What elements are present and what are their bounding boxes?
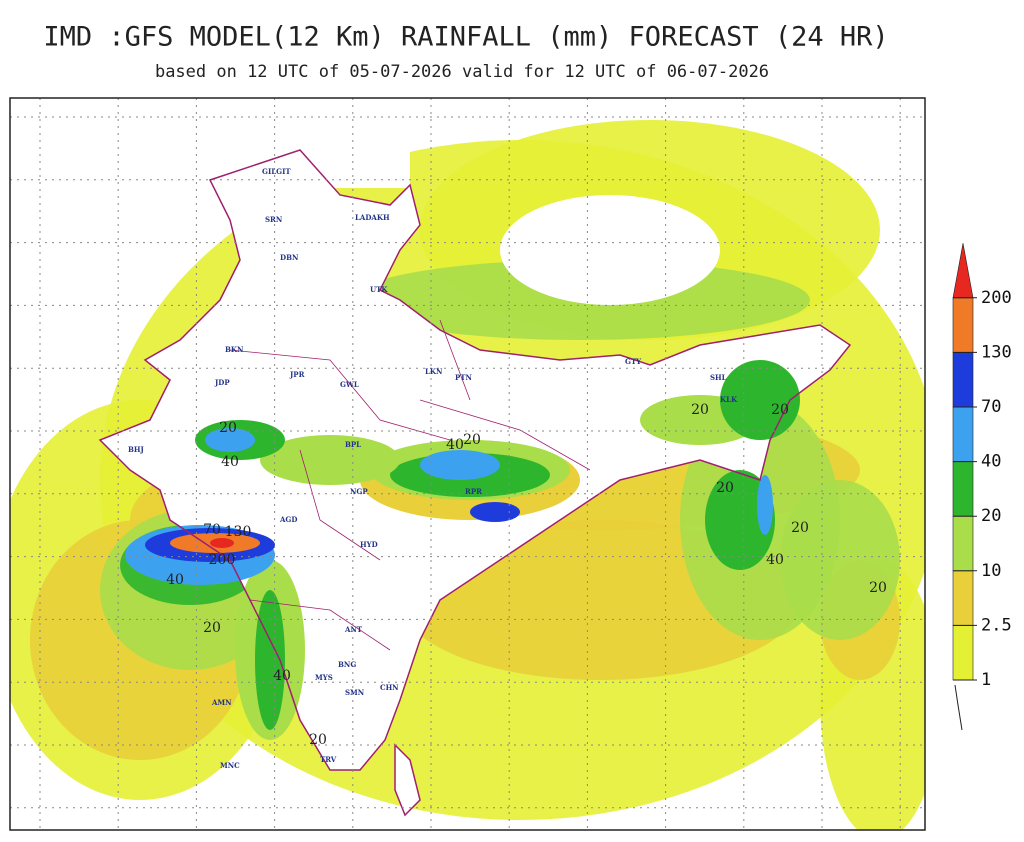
colorbar-band	[952, 515, 974, 572]
contour-label: 70	[203, 522, 221, 538]
colorbar-band	[952, 461, 974, 517]
colorbar-label: 2.5	[981, 615, 1012, 635]
colorbar-band	[952, 352, 974, 408]
contour-label: 20	[716, 480, 734, 496]
station-label: BNG	[338, 660, 356, 669]
contour-label: 40	[166, 572, 184, 588]
contour-label: 20	[219, 420, 237, 436]
dry-area	[500, 195, 720, 305]
dry-area	[10, 98, 410, 188]
station-label: JDP	[214, 378, 230, 387]
contour-label: 40	[766, 552, 784, 568]
station-label: AMN	[211, 698, 232, 707]
colorbar-tail	[954, 684, 963, 731]
station-label: UTK	[370, 285, 388, 294]
station-label: BKN	[225, 345, 244, 354]
colorbar-band	[952, 406, 974, 462]
contour-label: 200	[209, 552, 236, 568]
contour-label: 40	[446, 437, 464, 453]
colorbar-extension	[952, 243, 974, 299]
station-label: TRV	[320, 755, 337, 764]
station-label: BHJ	[128, 445, 145, 454]
colorbar-label: 200	[981, 288, 1012, 308]
station-label: GWL	[340, 380, 359, 389]
contour-label: 20	[203, 620, 221, 636]
contour-label: 40	[221, 454, 239, 470]
rain-area	[470, 502, 520, 522]
map-frame	[9, 97, 926, 831]
rain-area	[260, 435, 400, 485]
state-borders	[229, 319, 591, 651]
contour-label: 20	[691, 402, 709, 418]
colorbar-label: 40	[981, 452, 1001, 472]
rain-area	[757, 475, 773, 535]
station-label: MNC	[220, 761, 240, 770]
station-label: LKN	[425, 367, 443, 376]
contour-label: 20	[869, 580, 887, 596]
contour-label: 20	[463, 432, 481, 448]
station-label: PTN	[455, 373, 472, 382]
station-label: RPR	[465, 487, 482, 496]
colorbar-band	[952, 570, 974, 626]
contour-label: 130	[225, 524, 252, 540]
station-label: JPR	[289, 370, 305, 379]
contour-label: 20	[771, 402, 789, 418]
country-border	[98, 149, 852, 771]
title: IMD :GFS MODEL(12 Km) RAINFALL (mm) FORE…	[43, 22, 888, 53]
station-label: BPL	[345, 440, 361, 449]
colorbar-label: 70	[981, 397, 1001, 417]
station-label: ANT	[344, 625, 363, 634]
station-label: GTY	[625, 357, 642, 366]
colorbar-label: 20	[981, 506, 1001, 526]
sri-lanka	[394, 743, 421, 817]
colorbar-label: 10	[981, 561, 1001, 581]
rain-area	[205, 428, 255, 452]
colorbar-band	[952, 297, 974, 353]
map-area: GILGIT SRN LADAKH DBN UTK BKN JDP JPR GWL LKN PTN G…	[10, 98, 925, 830]
station-label: NGP	[350, 487, 368, 496]
station-label: SMN	[345, 688, 365, 697]
subtitle: based on 12 UTC of 05-07-2026 valid for …	[155, 62, 769, 82]
station-label: MYS	[315, 673, 333, 682]
colorbar-label: 1	[981, 670, 991, 690]
contour-label: 40	[273, 668, 291, 684]
rain-area	[780, 480, 900, 640]
station-label: SRN	[265, 215, 283, 224]
rain-area	[420, 450, 500, 480]
station-label: LADAKH	[355, 213, 390, 222]
rain-area	[210, 538, 234, 548]
station-label: SHL	[710, 373, 727, 382]
contour-label: 20	[791, 520, 809, 536]
station-label: KLK	[720, 395, 738, 404]
station-label: CHN	[380, 683, 399, 692]
colorbar-label: 130	[981, 342, 1012, 362]
colorbar: 1 2.5 10 20 40 70 130 200	[952, 243, 1012, 690]
colorbar-band	[952, 625, 974, 681]
station-label: HYD	[360, 540, 378, 549]
station-label: GILGIT	[262, 167, 291, 176]
station-label: AGD	[279, 515, 297, 524]
station-label: DBN	[280, 253, 299, 262]
contour-label: 20	[309, 732, 327, 748]
